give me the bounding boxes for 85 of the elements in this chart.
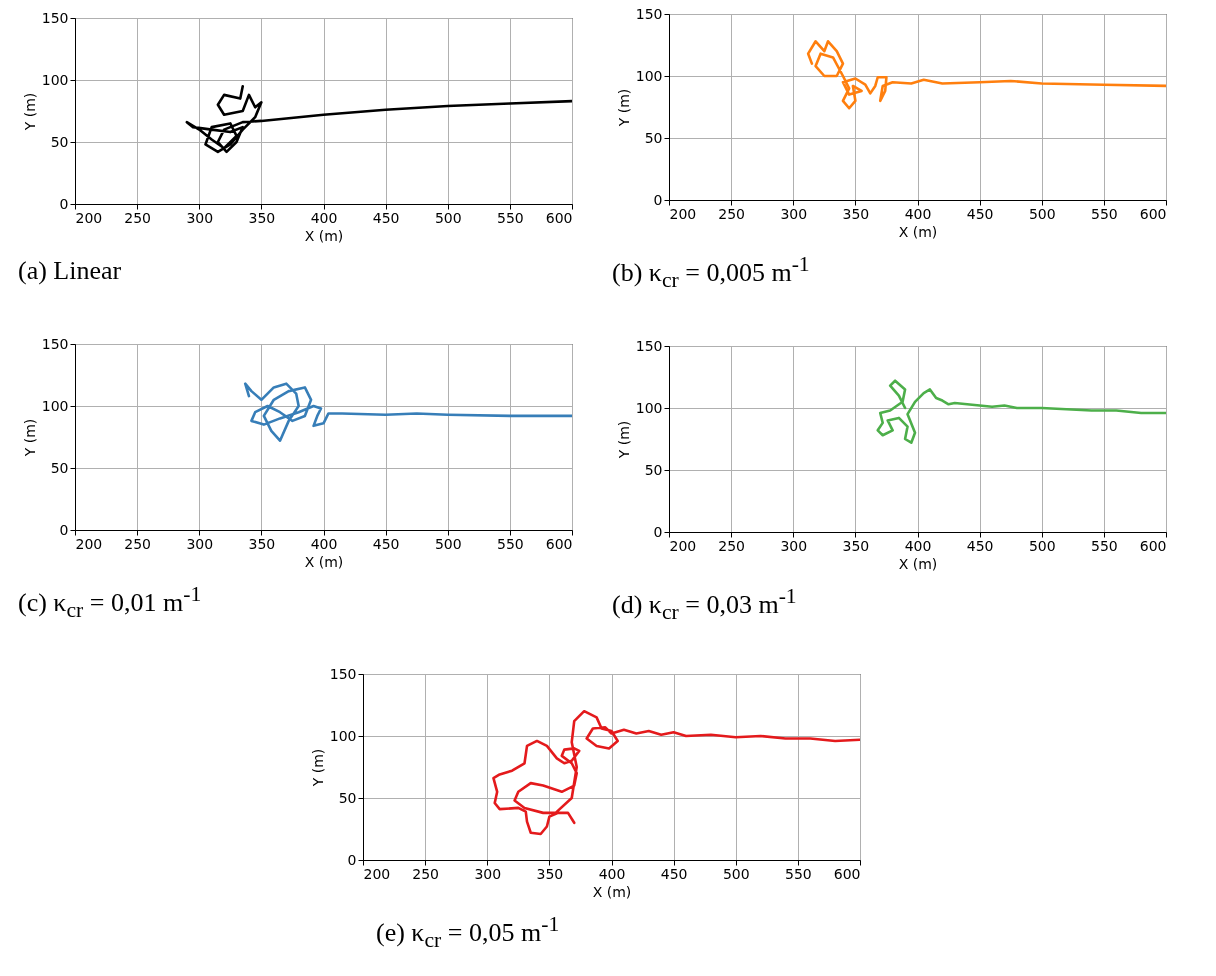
x-tick-label: 450 (660, 865, 688, 882)
x-tick-label: 250 (718, 537, 745, 554)
x-tick-label: 250 (124, 535, 151, 552)
line-series (806, 39, 1166, 110)
x-tick-label: 400 (904, 205, 932, 222)
x-tick-label: 450 (372, 209, 400, 226)
y-tick-label: 0 (653, 191, 663, 208)
y-tick-label: 100 (329, 727, 357, 744)
x-tick-label: 500 (434, 535, 462, 552)
x-tick-label: 550 (497, 209, 524, 226)
line-series (243, 382, 572, 443)
y-tick-label: 50 (644, 461, 663, 478)
y-axis-title: Y (m) (21, 92, 38, 132)
x-tick-label: 600 (1139, 537, 1167, 554)
x-tick-label: 400 (310, 535, 338, 552)
x-tick-label: 250 (412, 865, 439, 882)
x-tick-label: 500 (1028, 537, 1056, 554)
x-tick-label: 450 (372, 535, 400, 552)
text: (b) κ$_{cr}$ = 0,005 m$^{-1}$ (612, 252, 811, 293)
x-tick-label: 600 (833, 865, 861, 882)
x-tick-label: 200 (75, 209, 103, 226)
x-tick-label: 500 (722, 865, 750, 882)
x-tick-label: 450 (966, 537, 994, 554)
y-tick-label: 100 (41, 71, 69, 88)
x-tick-label: 300 (780, 205, 808, 222)
x-tick-label: 300 (186, 209, 214, 226)
x-tick-label: 500 (1028, 205, 1056, 222)
y-tick-label: 50 (338, 789, 357, 806)
y-tick-label: 150 (41, 9, 69, 26)
x-tick-label: 350 (248, 535, 276, 552)
x-tick-label: 300 (474, 865, 502, 882)
x-axis-title: X (m) (304, 553, 344, 570)
x-tick-label: 600 (545, 535, 573, 552)
y-tick-label: 100 (635, 399, 663, 416)
x-tick-label: 200 (669, 205, 697, 222)
x-tick-label: 300 (780, 537, 808, 554)
x-tick-label: 600 (1139, 205, 1167, 222)
x-axis-title: X (m) (898, 223, 938, 240)
x-axis-title: X (m) (592, 883, 632, 900)
text: (c) κ$_{cr}$ = 0,01 m$^{-1}$ (18, 582, 203, 623)
x-tick-label: 250 (124, 209, 151, 226)
text: (a) Linear (18, 256, 123, 286)
y-tick-label: 100 (41, 397, 69, 414)
text: (e) κ$_{cr}$ = 0,05 m$^{-1}$ (376, 912, 561, 953)
line-series (876, 379, 1166, 445)
y-tick-label: 150 (635, 5, 663, 22)
x-tick-label: 350 (842, 537, 870, 554)
y-tick-label: 150 (329, 665, 357, 682)
x-axis-title: X (m) (304, 227, 344, 244)
x-tick-label: 250 (718, 205, 745, 222)
y-tick-label: 150 (41, 335, 69, 352)
y-axis-title: Y (m) (21, 418, 38, 458)
x-tick-label: 550 (1091, 537, 1118, 554)
y-tick-label: 0 (653, 523, 663, 540)
y-tick-label: 0 (59, 195, 69, 212)
line-series (492, 709, 860, 836)
x-axis-title: X (m) (898, 555, 938, 572)
line-series (185, 84, 572, 154)
y-tick-label: 100 (635, 67, 663, 84)
x-tick-label: 350 (842, 205, 870, 222)
x-tick-label: 550 (1091, 205, 1118, 222)
y-axis-title: Y (m) (309, 748, 326, 788)
y-tick-label: 150 (635, 337, 663, 354)
text: (d) κ$_{cr}$ = 0,03 m$^{-1}$ (612, 584, 798, 625)
x-tick-label: 300 (186, 535, 214, 552)
x-tick-label: 600 (545, 209, 573, 226)
x-tick-label: 350 (536, 865, 564, 882)
x-tick-label: 400 (310, 209, 338, 226)
y-tick-label: 0 (59, 521, 69, 538)
x-tick-label: 550 (785, 865, 812, 882)
x-tick-label: 400 (904, 537, 932, 554)
y-tick-label: 50 (644, 129, 663, 146)
x-tick-label: 500 (434, 209, 462, 226)
x-tick-label: 200 (75, 535, 103, 552)
x-tick-label: 450 (966, 205, 994, 222)
y-tick-label: 50 (50, 459, 69, 476)
x-tick-label: 350 (248, 209, 276, 226)
y-tick-label: 0 (347, 851, 357, 868)
x-tick-label: 550 (497, 535, 524, 552)
y-axis-title: Y (m) (615, 88, 632, 128)
x-tick-label: 400 (598, 865, 626, 882)
y-axis-title: Y (m) (615, 420, 632, 460)
x-tick-label: 200 (669, 537, 697, 554)
y-tick-label: 50 (50, 133, 69, 150)
x-tick-label: 200 (363, 865, 391, 882)
